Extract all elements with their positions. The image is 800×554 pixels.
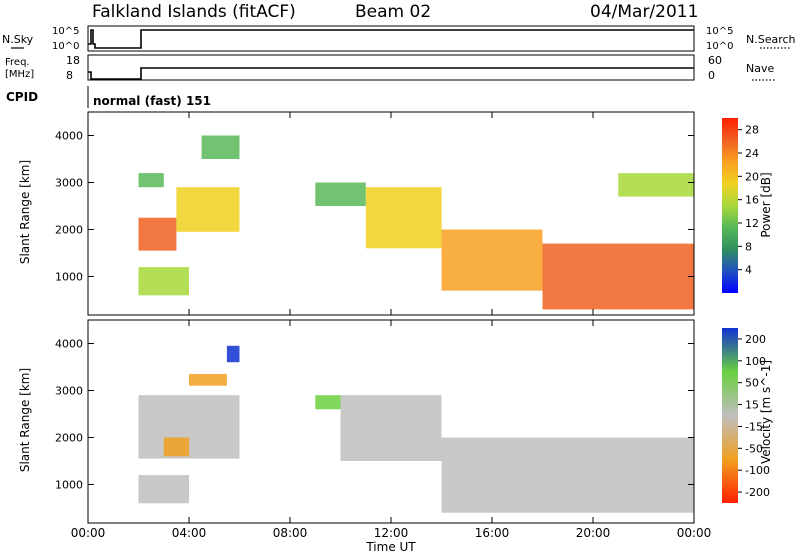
- time-axis-ticks: 00:00 04:00 08:00 12:00 16:00 20:00 00:00: [71, 112, 712, 540]
- freq-trace: [88, 67, 694, 80]
- velocity-echo-region: [189, 374, 227, 386]
- power-colorbar-ticks: 4 8 12 16 20 24 28: [738, 124, 759, 277]
- colorbar-tick-label: 50: [745, 377, 759, 390]
- range-tick-label: 2000: [55, 223, 83, 236]
- nsearch-tick-top: 10^5: [706, 26, 733, 37]
- colorbar-tick-label: 12: [745, 217, 759, 230]
- power-range-ticks: 1000 2000 3000 4000: [55, 129, 694, 283]
- velocity-echo-region: [163, 437, 190, 457]
- velocity-echo-region: [226, 345, 240, 363]
- range-tick-label: 1000: [55, 270, 83, 283]
- colorbar-tick-label: 200: [745, 333, 766, 346]
- nsky-trace: [88, 29, 694, 49]
- velocity-echo-region: [138, 475, 189, 504]
- velocity-colorbar: [722, 328, 738, 503]
- nsky-panel-frame: [87, 25, 695, 52]
- velocity-echo-region: [315, 395, 341, 410]
- velocity-ylabel: Slant Range [km]: [18, 368, 32, 472]
- velocity-echo-region: [441, 437, 694, 513]
- power-echo-region: [618, 173, 695, 197]
- colorbar-tick-label: 20: [745, 170, 759, 183]
- freq-label: Freq.: [5, 57, 30, 68]
- power-echo-region: [201, 135, 240, 159]
- range-tick-label: 3000: [55, 176, 83, 189]
- velocity-range-ticks: 1000 2000 3000 4000: [55, 337, 694, 491]
- time-tick-label: 16:00: [475, 526, 510, 540]
- nave-label: Nave: [746, 62, 774, 75]
- nave-tick-top: 60: [708, 54, 722, 67]
- freq-tick-top: 18: [66, 54, 80, 67]
- time-tick-label: 20:00: [576, 526, 611, 540]
- beam-label: Beam 02: [355, 2, 431, 22]
- power-echo-region: [542, 243, 694, 310]
- time-tick-label: 00:00: [71, 526, 106, 540]
- power-echo-region: [138, 217, 177, 251]
- velocity-colorbar-label: Velocity [m s^-1]: [759, 360, 773, 464]
- velocity-echo-region: [340, 395, 442, 461]
- colorbar-tick-label: 15: [745, 399, 759, 412]
- colorbar-tick-label: 16: [745, 194, 759, 207]
- power-ylabel: Slant Range [km]: [18, 160, 32, 264]
- colorbar-tick-label: -50: [745, 442, 763, 455]
- power-colorbar: [722, 118, 738, 293]
- colorbar-tick-label: 24: [745, 147, 759, 160]
- power-echo-region: [176, 187, 240, 232]
- range-tick-label: 1000: [55, 478, 83, 491]
- range-tick-label: 4000: [55, 337, 83, 350]
- nsky-label: N.Sky: [2, 33, 34, 46]
- nsky-tick-top: 10^5: [52, 26, 79, 37]
- power-echo-layer: [138, 135, 695, 310]
- velocity-colorbar-ticks: 200 100 50 15 -15 -50 -100 -200: [738, 333, 770, 499]
- nsky-tick-bottom: 10^0: [52, 41, 79, 52]
- time-tick-label: 00:00: [677, 526, 712, 540]
- date-label: 04/Mar/2011: [590, 2, 698, 22]
- time-tick-label: 04:00: [172, 526, 207, 540]
- power-panel: 1000 2000 3000 4000 Slant Range [km] 4 8 12 16…: [18, 111, 773, 316]
- range-tick-label: 3000: [55, 384, 83, 397]
- freq-tick-bottom: 8: [66, 69, 73, 82]
- freq-unit-label: [MHz]: [5, 69, 34, 80]
- velocity-panel: 1000 2000 3000 4000 Slant Range [km] 200 100…: [18, 319, 773, 524]
- power-echo-region: [365, 187, 442, 249]
- colorbar-tick-label: 100: [745, 355, 766, 368]
- colorbar-tick-label: -15: [745, 420, 763, 433]
- time-tick-label: 12:00: [374, 526, 409, 540]
- time-tick-label: 08:00: [273, 526, 308, 540]
- power-colorbar-label: Power [dB]: [759, 172, 773, 237]
- colorbar-tick-label: 8: [745, 240, 752, 253]
- power-echo-region: [441, 229, 543, 291]
- power-echo-region: [138, 267, 189, 296]
- power-echo-region: [315, 182, 366, 206]
- cpid-label: CPID: [6, 90, 38, 104]
- velocity-echo-layer: [138, 345, 694, 513]
- nave-tick-bottom: 0: [708, 69, 715, 82]
- colorbar-tick-label: 28: [745, 124, 759, 137]
- station-title: Falkland Islands (fitACF): [92, 2, 296, 22]
- range-tick-label: 2000: [55, 431, 83, 444]
- power-echo-region: [138, 173, 164, 188]
- time-axis-title: Time UT: [365, 540, 416, 554]
- nsearch-tick-bottom: 10^0: [706, 41, 733, 52]
- colorbar-tick-label: 4: [745, 264, 752, 277]
- range-tick-label: 4000: [55, 129, 83, 142]
- cpid-value: normal (fast) 151: [93, 94, 211, 108]
- nsearch-label: N.Search: [746, 33, 796, 46]
- colorbar-tick-label: -200: [745, 486, 770, 499]
- colorbar-tick-label: -100: [745, 464, 770, 477]
